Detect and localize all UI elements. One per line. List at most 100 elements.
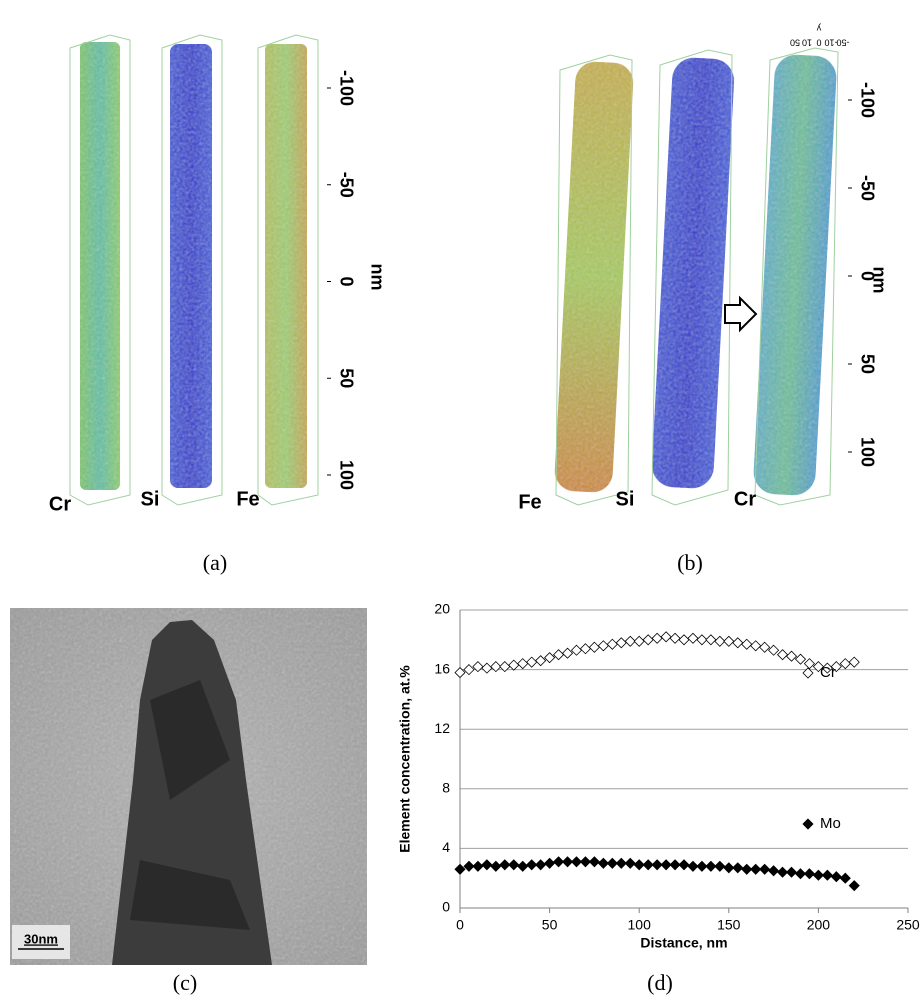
data-point bbox=[696, 634, 708, 646]
x-tick-label: 0 bbox=[456, 917, 464, 933]
atom-map-a bbox=[69, 34, 319, 506]
tem-image bbox=[10, 608, 367, 965]
data-point bbox=[785, 866, 798, 878]
data-point bbox=[678, 859, 690, 871]
data-point bbox=[741, 638, 753, 650]
rod-label: Si bbox=[141, 488, 160, 510]
data-point bbox=[606, 857, 618, 869]
data-point bbox=[508, 659, 520, 671]
data-point bbox=[499, 859, 511, 871]
legend-marker bbox=[802, 818, 814, 830]
data-point bbox=[597, 857, 609, 869]
data-point bbox=[830, 871, 842, 883]
legend-marker bbox=[802, 667, 814, 679]
data-point bbox=[830, 661, 842, 673]
data-point bbox=[705, 634, 717, 646]
data-point bbox=[544, 857, 556, 869]
data-point bbox=[517, 658, 529, 670]
data-point bbox=[579, 643, 592, 655]
scale-bar-label: 30nm bbox=[24, 931, 58, 946]
tick-label: 50 bbox=[857, 354, 877, 374]
data-point bbox=[454, 863, 466, 875]
data-point bbox=[633, 859, 645, 871]
data-point bbox=[803, 868, 816, 880]
tick-label: -100 bbox=[336, 70, 356, 106]
tick-label: -50 bbox=[336, 172, 356, 198]
data-point bbox=[759, 641, 771, 653]
data-point bbox=[481, 662, 493, 674]
data-point bbox=[732, 862, 744, 874]
data-point bbox=[561, 856, 574, 868]
data-point bbox=[768, 865, 780, 877]
data-point bbox=[579, 856, 592, 868]
top-tick-label: 50 bbox=[790, 38, 800, 48]
data-point bbox=[723, 635, 735, 647]
data-point bbox=[660, 631, 672, 643]
data-point bbox=[723, 862, 735, 874]
data-point bbox=[463, 860, 475, 872]
data-point bbox=[544, 652, 556, 664]
data-point bbox=[768, 644, 780, 656]
top-tick-label: 0 bbox=[816, 38, 821, 48]
data-point bbox=[490, 860, 502, 872]
y-tick-label: 16 bbox=[434, 660, 450, 676]
data-point bbox=[821, 869, 833, 881]
data-point bbox=[517, 860, 529, 872]
data-point bbox=[714, 860, 726, 872]
data-point bbox=[651, 632, 663, 644]
y-axis-label: Element concentration, at.% bbox=[397, 665, 413, 853]
data-point bbox=[732, 637, 744, 649]
y-tick-label: 0 bbox=[442, 899, 450, 915]
axis-label: nm bbox=[869, 267, 889, 294]
panel-label: (a) bbox=[203, 550, 227, 575]
data-point bbox=[454, 667, 466, 679]
axis-label: nm bbox=[367, 264, 387, 291]
data-point bbox=[776, 649, 789, 661]
data-point bbox=[570, 856, 583, 868]
data-point bbox=[615, 637, 627, 649]
data-point bbox=[687, 860, 699, 872]
x-tick-label: 100 bbox=[628, 917, 652, 933]
data-point bbox=[624, 857, 636, 869]
data-point bbox=[552, 649, 565, 661]
data-point bbox=[606, 638, 618, 650]
data-point bbox=[526, 859, 538, 871]
data-point bbox=[588, 856, 600, 868]
data-point bbox=[812, 661, 824, 673]
data-point bbox=[588, 641, 600, 653]
data-point bbox=[490, 661, 502, 673]
data-point bbox=[839, 658, 851, 670]
top-tick-label: 10 bbox=[802, 38, 812, 48]
data-point bbox=[803, 658, 816, 670]
x-tick-label: 200 bbox=[807, 917, 831, 933]
top-tick-label: -50 bbox=[836, 38, 849, 48]
data-point bbox=[759, 863, 771, 875]
data-point bbox=[615, 857, 627, 869]
data-point bbox=[794, 868, 807, 880]
top-tick-label: -10 bbox=[824, 38, 837, 48]
data-point bbox=[750, 640, 762, 652]
data-point bbox=[481, 859, 493, 871]
data-point bbox=[472, 860, 484, 872]
data-point bbox=[561, 647, 574, 659]
data-point bbox=[696, 860, 708, 872]
data-point bbox=[794, 653, 807, 665]
panel-label: (c) bbox=[173, 970, 197, 995]
data-point bbox=[776, 866, 789, 878]
tick-label: -100 bbox=[857, 82, 877, 118]
data-point bbox=[535, 859, 547, 871]
data-point bbox=[535, 655, 547, 667]
data-point bbox=[570, 644, 583, 656]
data-point bbox=[669, 632, 681, 644]
data-point bbox=[687, 632, 699, 644]
data-point bbox=[750, 863, 762, 875]
y-tick-label: 12 bbox=[434, 720, 450, 736]
data-point bbox=[597, 640, 609, 652]
y-tick-label: 4 bbox=[442, 839, 450, 855]
rod-label: Si bbox=[616, 488, 635, 510]
data-point bbox=[499, 661, 511, 673]
data-point bbox=[821, 662, 833, 674]
rod-label: Cr bbox=[49, 493, 71, 515]
data-point bbox=[472, 661, 484, 673]
